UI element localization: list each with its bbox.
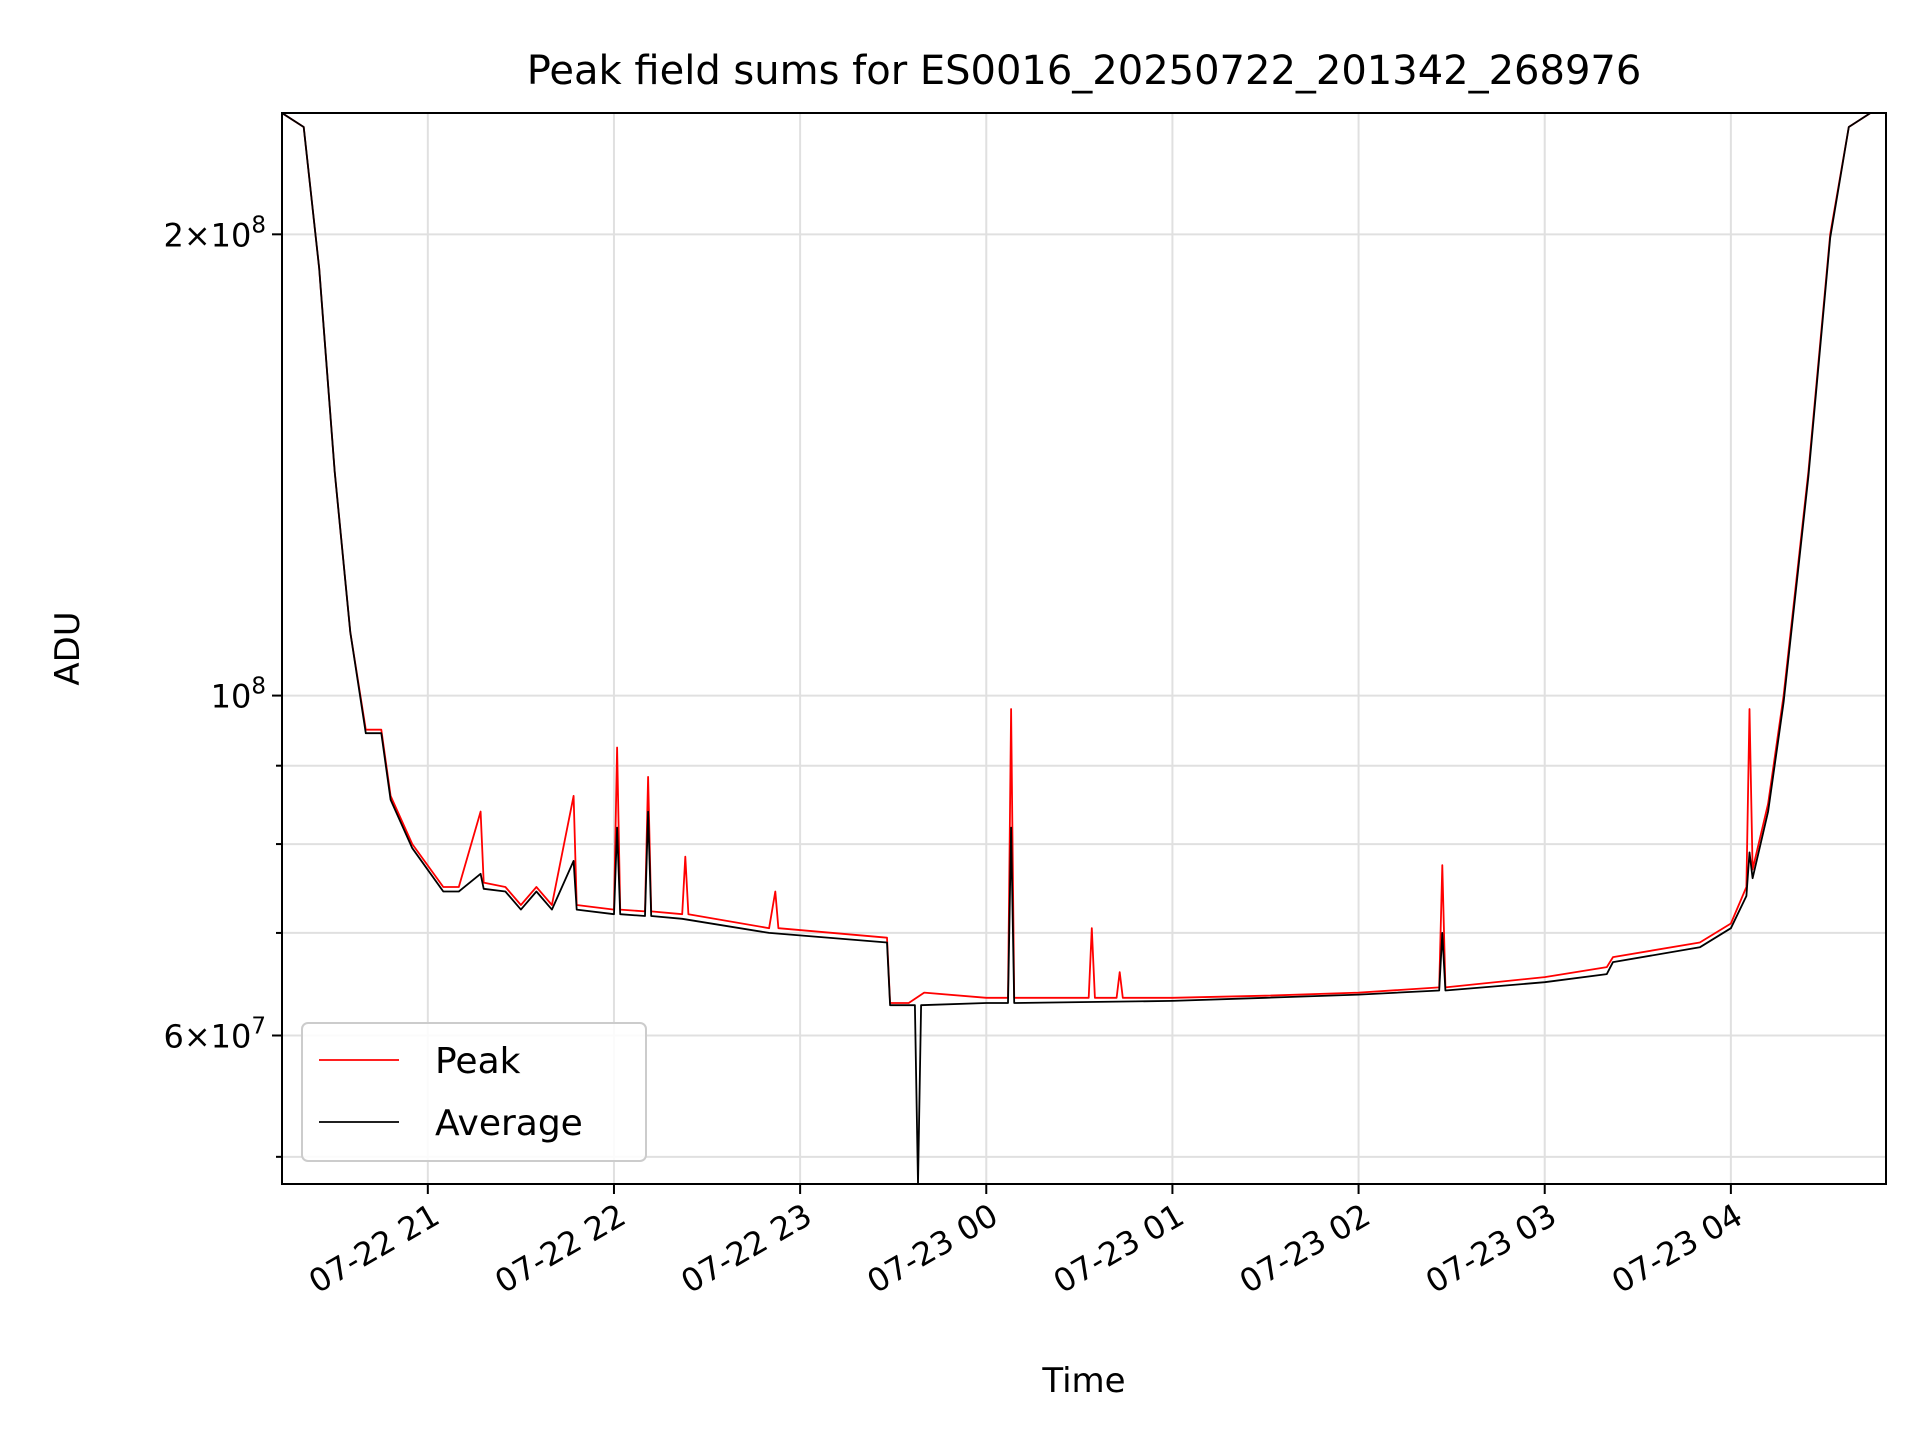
chart-title: Peak field sums for ES0016_20250722_2013…	[527, 48, 1642, 94]
plot-frame	[281, 112, 1887, 1185]
y-tick-label: 6×107	[163, 1014, 266, 1056]
y-axis-label: ADU	[48, 611, 88, 685]
legend-box	[301, 1022, 647, 1162]
x-axis-label: Time	[1041, 1361, 1125, 1401]
series-line-peak	[282, 113, 1886, 1004]
y-tick-label: 2×108	[163, 212, 266, 254]
y-tick-label: 108	[211, 674, 266, 716]
series-line-average	[282, 113, 1886, 1184]
legend-label: Peak	[435, 1041, 521, 1082]
y-axis: 6×107 108 2×108	[163, 212, 282, 1158]
legend: Peak Average	[301, 1022, 647, 1162]
series-layer	[282, 113, 1886, 1184]
legend-label: Average	[435, 1103, 583, 1144]
